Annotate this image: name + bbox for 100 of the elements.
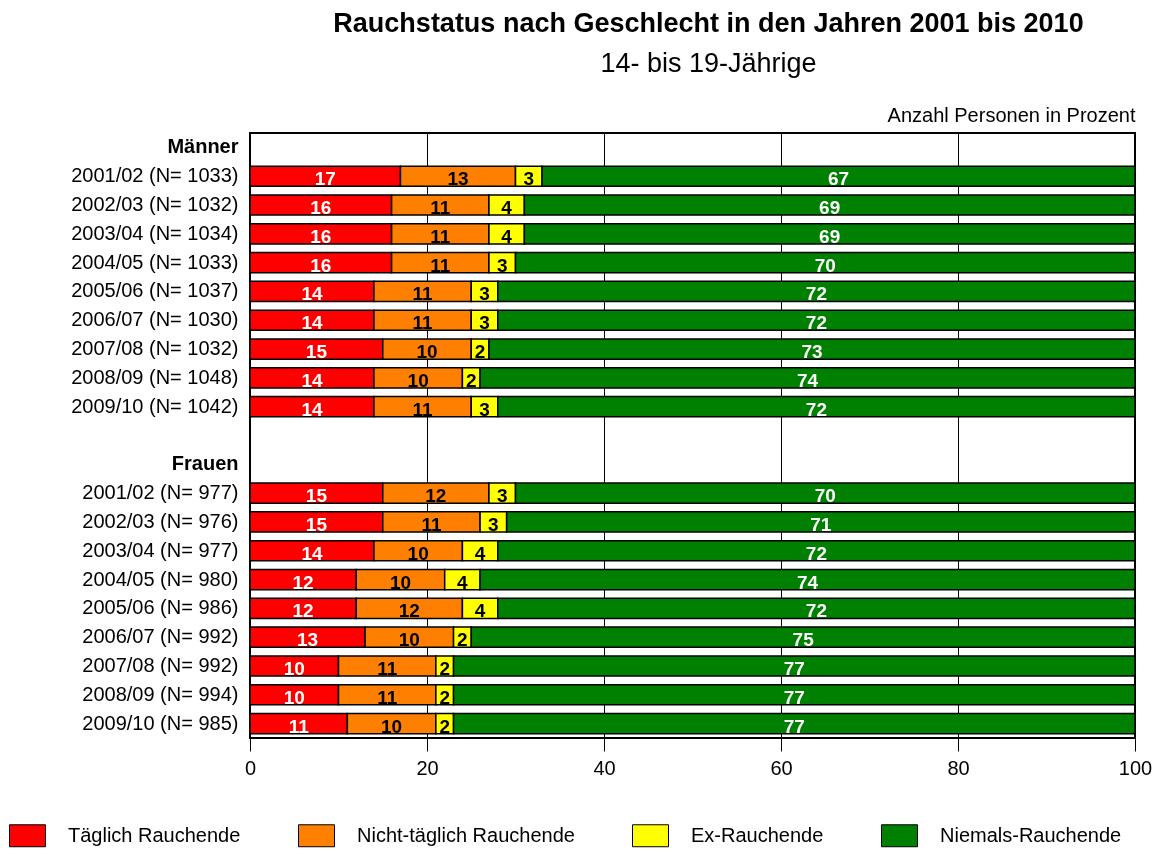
data-label: 2 bbox=[457, 629, 468, 651]
data-label: 72 bbox=[805, 600, 827, 622]
data-label: 15 bbox=[305, 513, 328, 535]
data-label: 72 bbox=[805, 312, 827, 334]
data-label: 77 bbox=[783, 657, 805, 679]
data-label: 15 bbox=[305, 341, 328, 363]
data-label: 77 bbox=[783, 715, 805, 737]
y-tick-label: 2008/09 (N= 1048) bbox=[71, 365, 239, 388]
data-label: 3 bbox=[479, 398, 490, 420]
data-label: 72 bbox=[805, 398, 827, 420]
data-label: 4 bbox=[474, 600, 486, 622]
data-label: 11 bbox=[412, 398, 434, 420]
y-tick-label: 2004/05 (N= 980) bbox=[82, 567, 239, 590]
data-label: 11 bbox=[412, 283, 434, 305]
y-tick-label: 2005/06 (N= 1037) bbox=[71, 279, 239, 302]
data-label: 70 bbox=[814, 485, 836, 507]
chart-title: Rauchstatus nach Geschlecht in den Jahren 2001 bis 2010 bbox=[333, 8, 1084, 38]
data-label: 75 bbox=[792, 629, 815, 651]
legend-label: Ex-Rauchende bbox=[691, 823, 824, 846]
data-label: 10 bbox=[283, 657, 305, 679]
y-tick-label: 2007/08 (N= 1032) bbox=[71, 337, 239, 360]
data-label: 12 bbox=[398, 600, 420, 622]
data-label: 4 bbox=[457, 571, 469, 593]
data-label: 4 bbox=[501, 225, 513, 247]
data-label: 15 bbox=[305, 485, 328, 507]
y-tick-label: 2007/08 (N= 992) bbox=[82, 653, 239, 676]
data-label: 16 bbox=[310, 254, 332, 276]
data-label: 71 bbox=[810, 513, 832, 535]
data-label: 77 bbox=[783, 686, 805, 708]
data-label: 16 bbox=[310, 197, 332, 219]
data-label: 3 bbox=[479, 283, 490, 305]
data-label: 10 bbox=[283, 686, 305, 708]
data-label: 3 bbox=[496, 485, 508, 507]
y-tick-label: 2005/06 (N= 986) bbox=[82, 596, 239, 619]
data-label: 2 bbox=[439, 715, 450, 737]
y-tick-label: 2009/10 (N= 985) bbox=[82, 711, 239, 734]
legend-label: Niemals-Rauchende bbox=[940, 823, 1122, 846]
data-label: 12 bbox=[425, 485, 447, 507]
data-label: 2 bbox=[474, 341, 486, 363]
y-tick-label: 2002/03 (N= 1032) bbox=[71, 193, 239, 216]
data-label: 11 bbox=[288, 715, 310, 737]
x-axis-title: Anzahl Personen in Prozent bbox=[887, 103, 1136, 126]
data-label: 70 bbox=[814, 254, 836, 276]
data-label: 3 bbox=[479, 312, 490, 334]
data-label: 11 bbox=[430, 254, 451, 276]
data-label: 17 bbox=[314, 168, 336, 190]
x-tick-label: 60 bbox=[770, 756, 793, 779]
data-label: 16 bbox=[310, 225, 332, 247]
x-tick-label: 20 bbox=[416, 756, 439, 779]
data-label: 11 bbox=[412, 312, 434, 334]
data-label: 74 bbox=[796, 571, 819, 593]
data-label: 10 bbox=[398, 629, 420, 651]
x-tick-label: 100 bbox=[1118, 756, 1152, 779]
data-label: 13 bbox=[296, 629, 319, 651]
data-label: 67 bbox=[827, 168, 850, 190]
chart-subtitle: 14- bis 19-Jährige bbox=[600, 48, 817, 78]
x-tick-label: 0 bbox=[244, 756, 257, 779]
x-tick-label: 80 bbox=[947, 756, 970, 779]
y-tick-label: Männer bbox=[167, 135, 239, 158]
data-label: 73 bbox=[801, 341, 823, 363]
y-tick-label: 2001/02 (N= 977) bbox=[82, 481, 239, 504]
y-tick-label: 2004/05 (N= 1033) bbox=[71, 250, 239, 273]
data-label: 10 bbox=[416, 341, 438, 363]
y-tick-label: 2003/04 (N= 977) bbox=[82, 538, 239, 561]
data-label: 2 bbox=[465, 369, 477, 391]
data-label: 4 bbox=[501, 197, 513, 219]
data-label: 12 bbox=[292, 600, 314, 622]
x-tick-label: 40 bbox=[593, 756, 616, 779]
y-tick-label: 2009/10 (N= 1042) bbox=[71, 394, 239, 417]
y-tick-label: Frauen bbox=[171, 452, 239, 475]
data-label: 14 bbox=[301, 283, 323, 305]
data-label: 11 bbox=[430, 225, 451, 247]
legend-label: Nicht-täglich Rauchende bbox=[357, 823, 575, 846]
data-label: 14 bbox=[301, 312, 323, 334]
data-label: 3 bbox=[488, 513, 499, 535]
data-label: 2 bbox=[439, 657, 450, 679]
data-label: 3 bbox=[496, 254, 508, 276]
data-label: 11 bbox=[377, 657, 398, 679]
y-tick-label: 2001/02 (N= 1033) bbox=[71, 164, 239, 187]
data-label: 69 bbox=[819, 225, 841, 247]
y-tick-label: 2006/07 (N= 1030) bbox=[71, 308, 239, 331]
data-label: 72 bbox=[805, 283, 827, 305]
data-label: 10 bbox=[407, 369, 429, 391]
legend-label: Täglich Rauchende bbox=[68, 823, 241, 846]
data-label: 3 bbox=[523, 168, 535, 190]
data-label: 10 bbox=[381, 715, 403, 737]
y-tick-label: 2008/09 (N= 994) bbox=[82, 682, 239, 705]
data-label: 11 bbox=[421, 513, 442, 535]
data-label: 69 bbox=[819, 197, 841, 219]
y-tick-label: 2002/03 (N= 976) bbox=[82, 509, 239, 532]
y-tick-label: 2003/04 (N= 1034) bbox=[71, 221, 239, 244]
data-label: 14 bbox=[301, 369, 323, 391]
data-label: 14 bbox=[301, 542, 323, 564]
data-label: 10 bbox=[407, 542, 429, 564]
data-label: 74 bbox=[796, 369, 819, 391]
data-label: 14 bbox=[301, 398, 323, 420]
data-label: 2 bbox=[439, 686, 450, 708]
data-label: 10 bbox=[389, 571, 412, 593]
y-tick-label: 2006/07 (N= 992) bbox=[82, 625, 239, 648]
data-label: 11 bbox=[430, 197, 451, 219]
